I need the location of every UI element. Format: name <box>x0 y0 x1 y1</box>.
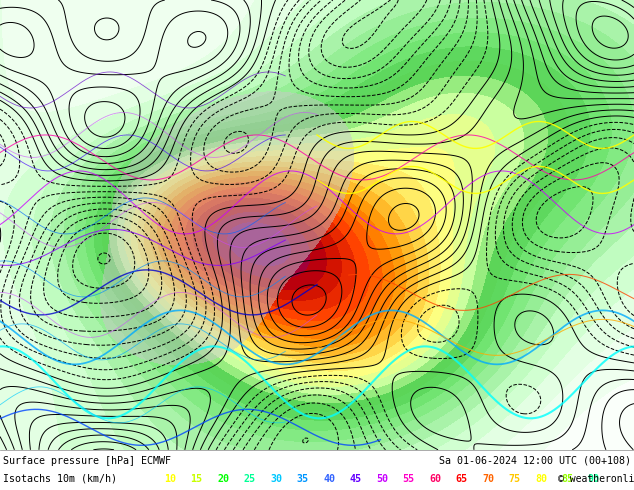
Text: 60: 60 <box>429 474 441 484</box>
Text: 55: 55 <box>403 474 415 484</box>
Text: 40: 40 <box>323 474 335 484</box>
Text: 50: 50 <box>376 474 388 484</box>
Text: Sa 01-06-2024 12:00 UTC (00+108): Sa 01-06-2024 12:00 UTC (00+108) <box>439 456 631 466</box>
Text: 20: 20 <box>217 474 229 484</box>
Text: 30: 30 <box>270 474 282 484</box>
Text: 10: 10 <box>164 474 176 484</box>
Text: © weatheronline.co.uk: © weatheronline.co.uk <box>558 474 634 484</box>
Text: 65: 65 <box>455 474 467 484</box>
Text: 70: 70 <box>482 474 494 484</box>
Text: 45: 45 <box>349 474 361 484</box>
Text: 35: 35 <box>297 474 309 484</box>
Text: 25: 25 <box>243 474 256 484</box>
Text: 75: 75 <box>508 474 521 484</box>
Text: Surface pressure [hPa] ECMWF: Surface pressure [hPa] ECMWF <box>3 456 171 466</box>
Text: 85: 85 <box>562 474 574 484</box>
Text: 15: 15 <box>190 474 202 484</box>
Text: 90: 90 <box>588 474 600 484</box>
Text: 80: 80 <box>535 474 547 484</box>
Text: Isotachs 10m (km/h): Isotachs 10m (km/h) <box>3 474 117 484</box>
